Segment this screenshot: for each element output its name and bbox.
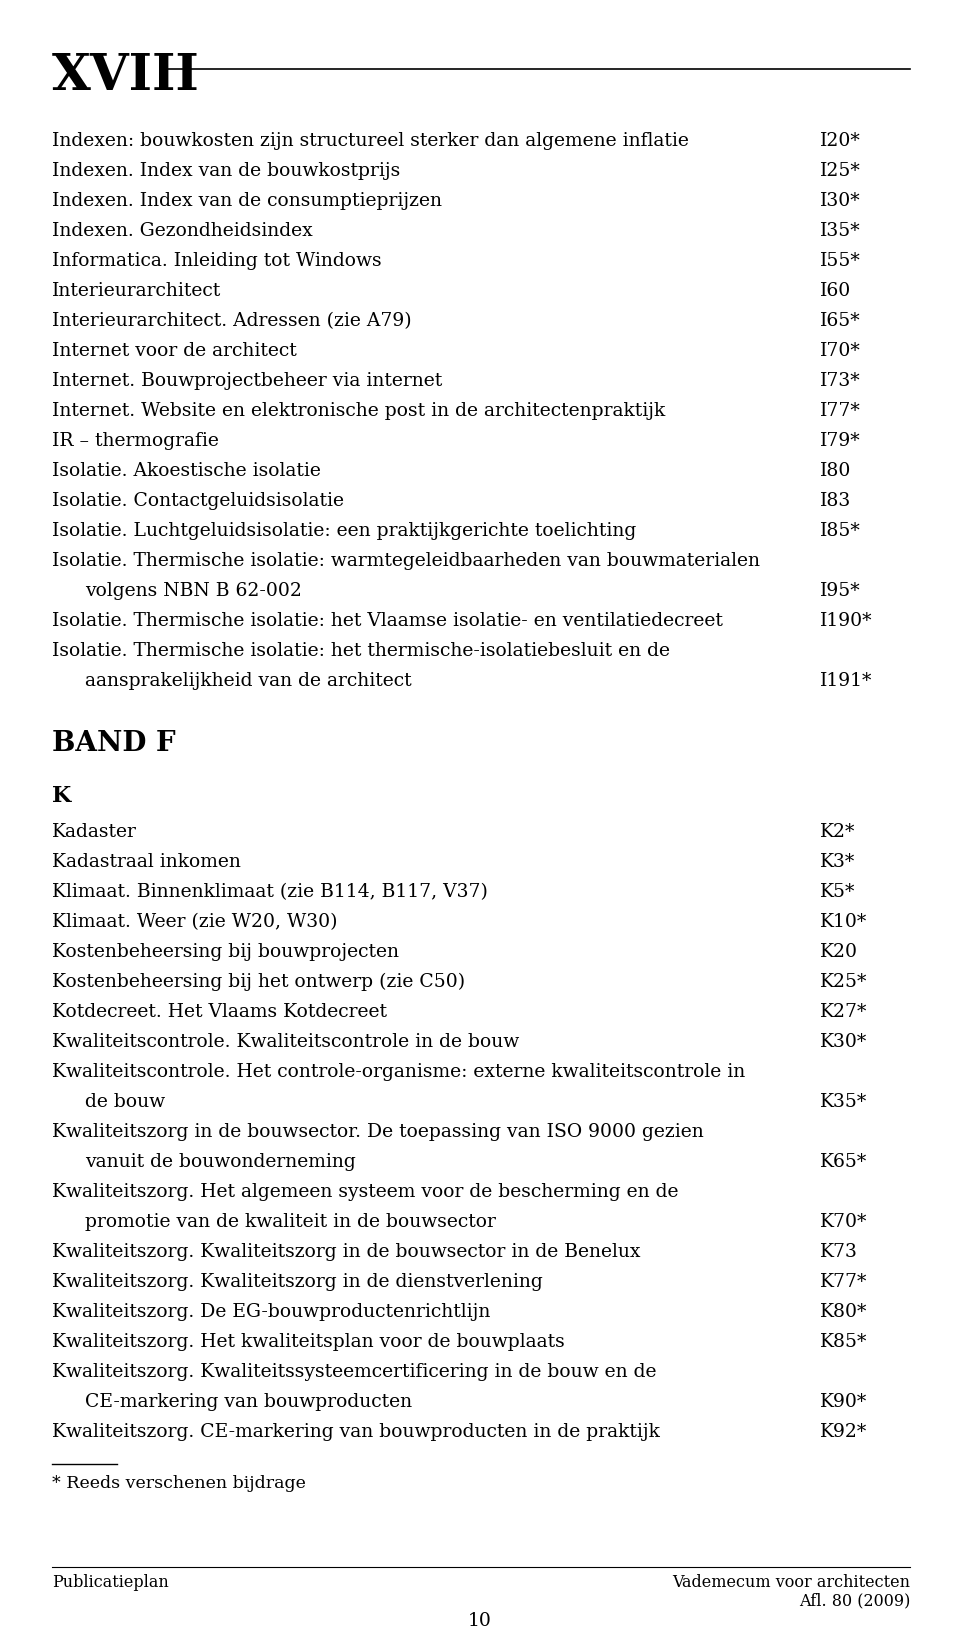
Text: Isolatie. Luchtgeluidsisolatie: een praktijkgerichte toelichting: Isolatie. Luchtgeluidsisolatie: een prak… [52, 521, 636, 539]
Text: K80*: K80* [820, 1303, 868, 1319]
Text: K77*: K77* [820, 1272, 868, 1290]
Text: Klimaat. Weer (zie W20, W30): Klimaat. Weer (zie W20, W30) [52, 913, 338, 931]
Text: de bouw: de bouw [85, 1092, 165, 1110]
Text: K3*: K3* [820, 852, 855, 870]
Text: K2*: K2* [820, 823, 855, 841]
Text: BAND F: BAND F [52, 729, 176, 757]
Text: Kotdecreet. Het Vlaams Kotdecreet: Kotdecreet. Het Vlaams Kotdecreet [52, 1003, 387, 1021]
Text: Internet. Website en elektronische post in de architectenpraktijk: Internet. Website en elektronische post … [52, 402, 665, 420]
Text: Kwaliteitszorg in de bouwsector. De toepassing van ISO 9000 gezien: Kwaliteitszorg in de bouwsector. De toep… [52, 1123, 704, 1141]
Text: Publicatieplan: Publicatieplan [52, 1573, 169, 1590]
Text: Indexen. Index van de bouwkostprijs: Indexen. Index van de bouwkostprijs [52, 162, 400, 180]
Text: K27*: K27* [820, 1003, 868, 1021]
Text: CE-markering van bouwproducten: CE-markering van bouwproducten [85, 1392, 412, 1410]
Text: Informatica. Inleiding tot Windows: Informatica. Inleiding tot Windows [52, 252, 382, 270]
Text: I191*: I191* [820, 672, 873, 690]
Text: K20: K20 [820, 942, 858, 960]
Text: K92*: K92* [820, 1423, 867, 1441]
Text: Kwaliteitszorg. Kwaliteitszorg in de dienstverlening: Kwaliteitszorg. Kwaliteitszorg in de die… [52, 1272, 542, 1290]
Text: K5*: K5* [820, 882, 855, 900]
Text: Kadastraal inkomen: Kadastraal inkomen [52, 852, 241, 870]
Text: I79*: I79* [820, 431, 860, 449]
Text: Isolatie. Thermische isolatie: warmtegeleidbaarheden van bouwmaterialen: Isolatie. Thermische isolatie: warmtegel… [52, 552, 760, 570]
Text: Vademecum voor architecten: Vademecum voor architecten [672, 1573, 910, 1590]
Text: I30*: I30* [820, 192, 860, 210]
Text: I65*: I65* [820, 311, 860, 329]
Text: Interieurarchitect: Interieurarchitect [52, 282, 221, 300]
Text: Interieurarchitect. Adressen (zie A79): Interieurarchitect. Adressen (zie A79) [52, 311, 412, 329]
Text: Kwaliteitszorg. Het kwaliteitsplan voor de bouwplaats: Kwaliteitszorg. Het kwaliteitsplan voor … [52, 1333, 564, 1351]
Text: K70*: K70* [820, 1213, 868, 1231]
Text: XVIII: XVIII [52, 52, 200, 102]
Text: I70*: I70* [820, 343, 861, 361]
Text: Isolatie. Akoestische isolatie: Isolatie. Akoestische isolatie [52, 462, 321, 480]
Text: Kwaliteitszorg. Kwaliteitszorg in de bouwsector in de Benelux: Kwaliteitszorg. Kwaliteitszorg in de bou… [52, 1242, 640, 1260]
Text: * Reeds verschenen bijdrage: * Reeds verschenen bijdrage [52, 1473, 306, 1491]
Text: promotie van de kwaliteit in de bouwsector: promotie van de kwaliteit in de bouwsect… [85, 1213, 496, 1231]
Text: K85*: K85* [820, 1333, 868, 1351]
Text: I85*: I85* [820, 521, 861, 539]
Text: I55*: I55* [820, 252, 861, 270]
Text: aansprakelijkheid van de architect: aansprakelijkheid van de architect [85, 672, 412, 690]
Text: volgens NBN B 62-002: volgens NBN B 62-002 [85, 582, 301, 600]
Text: 10: 10 [468, 1611, 492, 1629]
Text: vanuit de bouwonderneming: vanuit de bouwonderneming [85, 1152, 356, 1170]
Text: I60: I60 [820, 282, 852, 300]
Text: K: K [52, 785, 71, 806]
Text: Klimaat. Binnenklimaat (zie B114, B117, V37): Klimaat. Binnenklimaat (zie B114, B117, … [52, 882, 488, 900]
Text: Isolatie. Thermische isolatie: het Vlaamse isolatie- en ventilatiedecreet: Isolatie. Thermische isolatie: het Vlaam… [52, 611, 723, 629]
Text: Kwaliteitszorg. De EG-bouwproductenrichtlijn: Kwaliteitszorg. De EG-bouwproductenricht… [52, 1303, 491, 1319]
Text: I95*: I95* [820, 582, 860, 600]
Text: I35*: I35* [820, 221, 860, 239]
Text: Indexen. Gezondheidsindex: Indexen. Gezondheidsindex [52, 221, 313, 239]
Text: K35*: K35* [820, 1092, 867, 1110]
Text: Kwaliteitszorg. Het algemeen systeem voor de bescherming en de: Kwaliteitszorg. Het algemeen systeem voo… [52, 1182, 679, 1200]
Text: Internet voor de architect: Internet voor de architect [52, 343, 297, 361]
Text: K90*: K90* [820, 1392, 867, 1410]
Text: Isolatie. Contactgeluidsisolatie: Isolatie. Contactgeluidsisolatie [52, 492, 344, 510]
Text: Internet. Bouwprojectbeheer via internet: Internet. Bouwprojectbeheer via internet [52, 372, 443, 390]
Text: I77*: I77* [820, 402, 861, 420]
Text: I83: I83 [820, 492, 852, 510]
Text: Kwaliteitscontrole. Het controle-organisme: externe kwaliteitscontrole in: Kwaliteitscontrole. Het controle-organis… [52, 1062, 745, 1080]
Text: K73: K73 [820, 1242, 858, 1260]
Text: Kostenbeheersing bij bouwprojecten: Kostenbeheersing bij bouwprojecten [52, 942, 399, 960]
Text: Kwaliteitscontrole. Kwaliteitscontrole in de bouw: Kwaliteitscontrole. Kwaliteitscontrole i… [52, 1033, 519, 1051]
Text: Isolatie. Thermische isolatie: het thermische-isolatiebesluit en de: Isolatie. Thermische isolatie: het therm… [52, 641, 670, 659]
Text: Kwaliteitszorg. Kwaliteitssysteemcertificering in de bouw en de: Kwaliteitszorg. Kwaliteitssysteemcertifi… [52, 1362, 657, 1380]
Text: IR – thermografie: IR – thermografie [52, 431, 219, 449]
Text: I20*: I20* [820, 131, 861, 149]
Text: K65*: K65* [820, 1152, 867, 1170]
Text: K10*: K10* [820, 913, 867, 931]
Text: Afl. 80 (2009): Afl. 80 (2009) [799, 1591, 910, 1608]
Text: Kadaster: Kadaster [52, 823, 137, 841]
Text: I25*: I25* [820, 162, 861, 180]
Text: K25*: K25* [820, 972, 868, 990]
Text: Kostenbeheersing bij het ontwerp (zie C50): Kostenbeheersing bij het ontwerp (zie C5… [52, 972, 466, 990]
Text: Indexen. Index van de consumptieprijzen: Indexen. Index van de consumptieprijzen [52, 192, 442, 210]
Text: I73*: I73* [820, 372, 860, 390]
Text: K30*: K30* [820, 1033, 867, 1051]
Text: I80: I80 [820, 462, 852, 480]
Text: I190*: I190* [820, 611, 873, 629]
Text: Indexen: bouwkosten zijn structureel sterker dan algemene inflatie: Indexen: bouwkosten zijn structureel ste… [52, 131, 689, 149]
Text: Kwaliteitszorg. CE-markering van bouwproducten in de praktijk: Kwaliteitszorg. CE-markering van bouwpro… [52, 1423, 660, 1441]
